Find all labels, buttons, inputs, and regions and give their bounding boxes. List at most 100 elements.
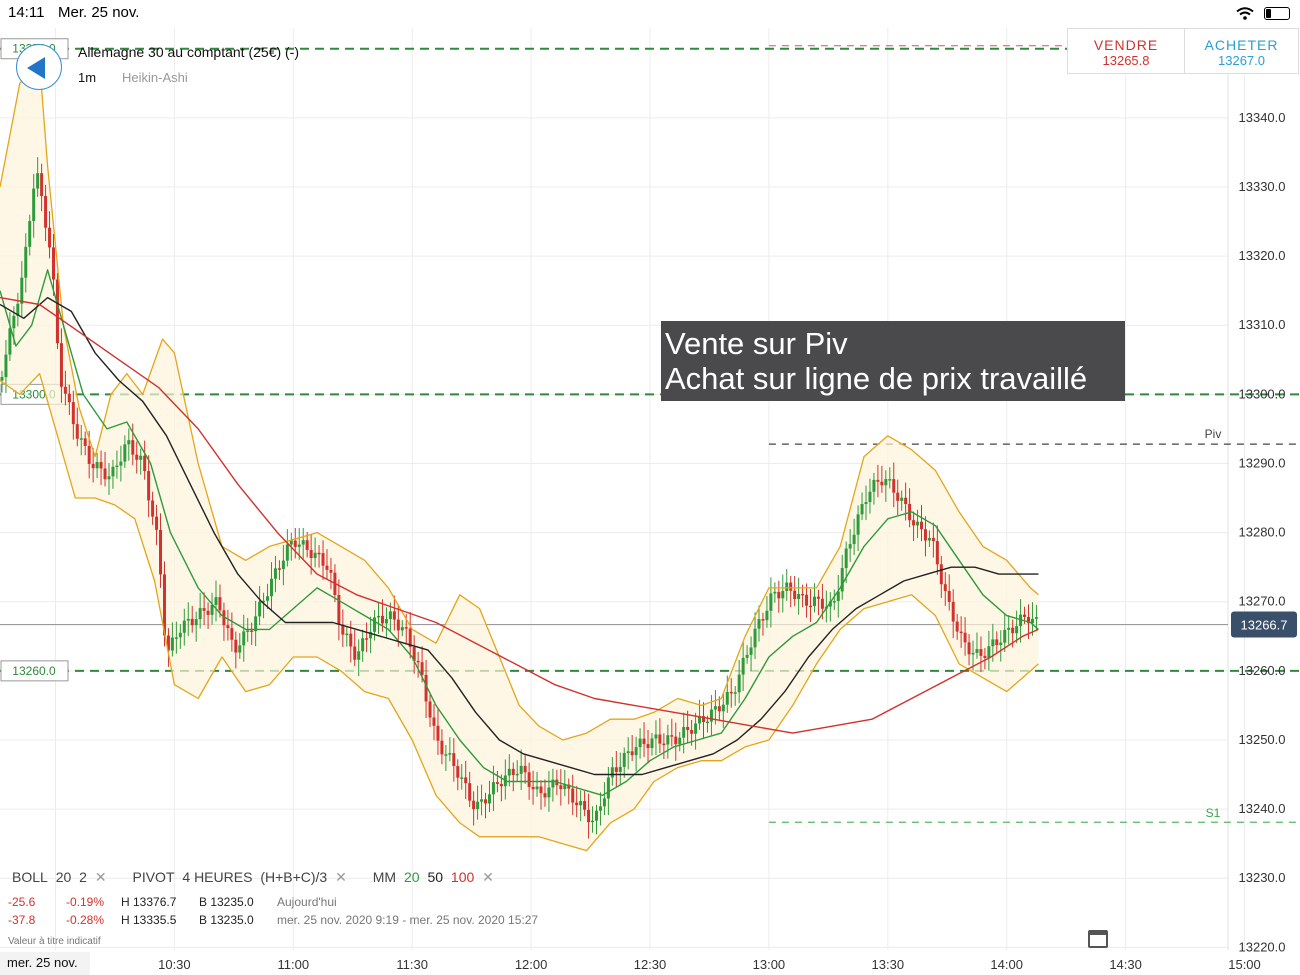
candle (8, 312, 12, 361)
candle (765, 596, 769, 628)
candle-body (563, 784, 567, 790)
calendar-icon[interactable] (1088, 930, 1108, 948)
candle-body (174, 637, 178, 639)
candle-body (12, 315, 16, 329)
mm-remove-icon[interactable]: ✕ (482, 869, 494, 885)
candle (515, 760, 519, 781)
y-tick-label: 13340.0 (1239, 110, 1286, 125)
candle (535, 771, 539, 797)
candle-body (0, 377, 4, 381)
candle-body (919, 521, 923, 530)
candle-body (448, 753, 452, 755)
candle-body (904, 497, 908, 504)
candle (222, 602, 226, 641)
candle-body (91, 463, 95, 469)
x-tick-label: 12:00 (515, 957, 548, 972)
candle-body (931, 537, 935, 542)
candle-body (226, 625, 230, 629)
candle-body (107, 476, 111, 480)
candle-body (591, 820, 595, 823)
annotation-line-1: Vente sur Piv (665, 326, 848, 361)
candle-body (341, 624, 345, 635)
candle (361, 629, 365, 662)
candle-body (99, 462, 103, 469)
candle (424, 659, 428, 719)
candle (658, 718, 662, 753)
candle-body (698, 716, 702, 724)
indicator-row: BOLL 20 2 ✕ PIVOT 4 HEURES (H+B+C)/3 ✕ M… (12, 869, 516, 886)
candle (793, 575, 797, 607)
candle-body (377, 615, 381, 618)
candle (178, 624, 182, 649)
boll-remove-icon[interactable]: ✕ (94, 869, 107, 885)
candle-body (460, 777, 464, 779)
candle (52, 233, 56, 296)
y-tick-label: 13290.0 (1239, 455, 1286, 470)
sell-button[interactable]: VENDRE 13265.8 (1068, 29, 1185, 73)
candle (337, 579, 341, 641)
candle-body (587, 809, 591, 823)
buy-button[interactable]: ACHETER 13267.0 (1184, 29, 1299, 73)
candle (63, 370, 67, 406)
candle (1030, 602, 1034, 636)
candle-body (721, 704, 725, 712)
candle-body (927, 537, 931, 541)
x-tick-label: 12:30 (634, 957, 667, 972)
candle-body (44, 196, 48, 228)
candle (448, 737, 452, 762)
candle (230, 612, 234, 652)
annotation-box[interactable]: Vente sur Piv Achat sur ligne de prix tr… (661, 321, 1125, 401)
candle-body (222, 610, 226, 626)
chart-type-selector[interactable]: Heikin-Ashi (122, 70, 188, 85)
candle-body (369, 631, 373, 639)
timeframe-selector[interactable]: 1m (78, 70, 97, 85)
candle (242, 614, 246, 662)
boll-name[interactable]: BOLL (12, 869, 48, 885)
candle (400, 620, 404, 637)
mm-name[interactable]: MM (372, 869, 397, 885)
candle (959, 616, 963, 648)
candle-body (598, 806, 602, 811)
candle-body (773, 591, 777, 594)
battery-icon (1264, 6, 1290, 20)
candle-body (967, 642, 971, 655)
x-tick-label: 13:30 (872, 957, 905, 972)
candle (472, 791, 476, 826)
candle (602, 782, 606, 816)
pivot-remove-icon[interactable]: ✕ (335, 869, 347, 885)
candle-body (654, 734, 658, 739)
candle-body (178, 632, 182, 638)
candle (757, 605, 761, 642)
candle-body (729, 691, 733, 694)
candle-body (8, 328, 12, 355)
candle (36, 157, 40, 197)
pivot-name[interactable]: PIVOT (132, 869, 175, 885)
candle (468, 771, 472, 808)
candle-body (713, 706, 717, 710)
y-tick-label: 13280.0 (1239, 525, 1286, 540)
candle (666, 724, 670, 759)
candle-body (384, 619, 388, 624)
status-icons (1236, 4, 1290, 20)
candle (1007, 615, 1011, 645)
candle (281, 545, 285, 586)
candle-body (166, 635, 170, 651)
candle (317, 545, 321, 568)
candle (840, 554, 844, 600)
candle (789, 576, 793, 608)
candle (159, 513, 163, 588)
candle-body (844, 548, 848, 569)
x-tick-label: 14:00 (990, 957, 1023, 972)
x-tick-label: 14:30 (1109, 957, 1142, 972)
candle-body (852, 534, 856, 545)
candle (412, 635, 416, 674)
candle (384, 607, 388, 639)
candle (741, 641, 745, 691)
candle-body (155, 516, 159, 530)
candle (900, 490, 904, 511)
candle (345, 626, 349, 647)
candle-body (868, 491, 872, 503)
back-button[interactable] (16, 44, 62, 90)
candle-body (900, 497, 904, 501)
